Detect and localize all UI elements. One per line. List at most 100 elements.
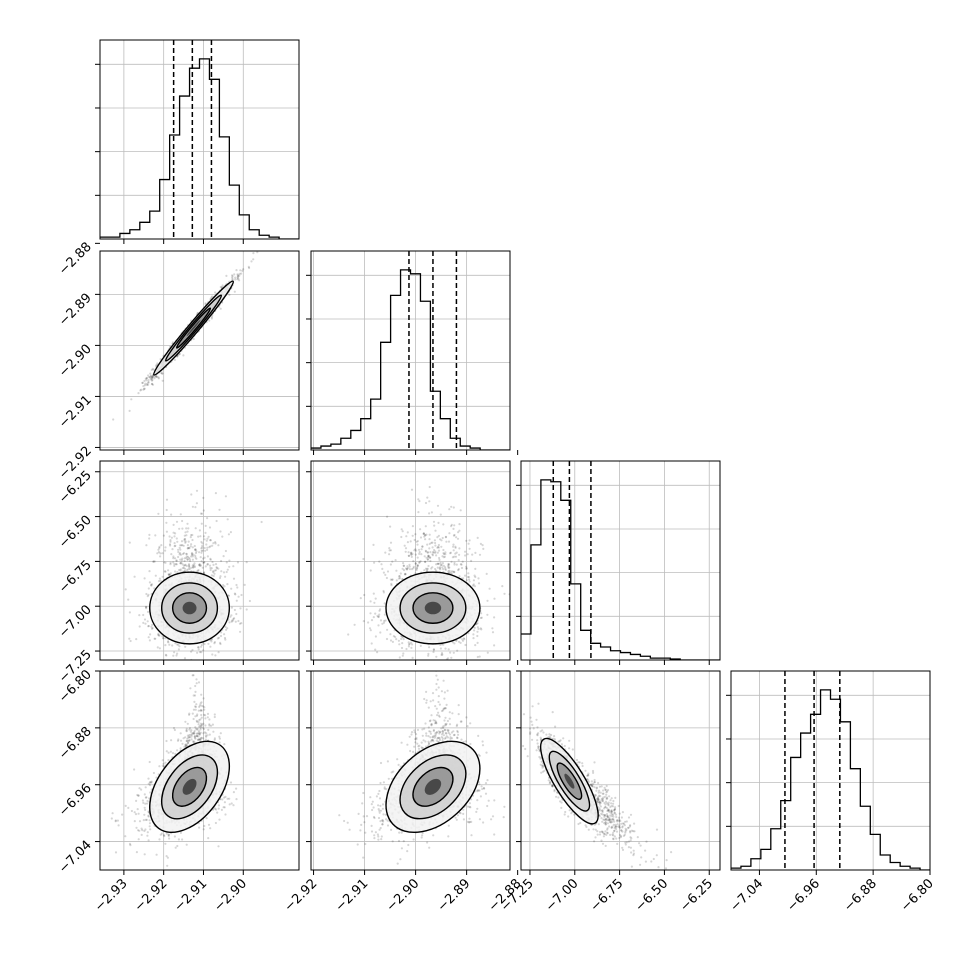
scatter-point — [110, 817, 113, 820]
scatter-point — [186, 569, 189, 572]
scatter-point — [179, 553, 183, 556]
scatter-point — [190, 553, 194, 557]
scatter-point — [430, 541, 433, 545]
scatter-point — [407, 645, 410, 648]
scatter-point — [408, 642, 411, 646]
scatter-point — [400, 528, 403, 531]
scatter-point — [198, 529, 201, 532]
scatter-point — [400, 535, 403, 539]
scatter-point — [212, 542, 215, 545]
scatter-point — [247, 265, 250, 268]
scatter-point — [369, 612, 372, 615]
scatter-point — [150, 383, 154, 386]
scatter-point — [172, 531, 175, 534]
scatter-point — [145, 606, 148, 609]
scatter-point — [418, 552, 421, 556]
scatter-point — [186, 522, 189, 525]
scatter-point — [157, 633, 160, 636]
scatter-point — [240, 593, 243, 597]
scatter-point — [170, 739, 173, 742]
scatter-point — [128, 637, 131, 640]
density-contour — [186, 319, 201, 337]
scatter-point — [184, 567, 187, 570]
scatter-point — [418, 561, 421, 564]
scatter-point — [424, 560, 427, 564]
scatter-point — [148, 533, 151, 537]
scatter-point — [190, 543, 193, 546]
scatter-point — [190, 493, 193, 496]
scatter-point — [185, 553, 188, 556]
scatter-point — [168, 837, 171, 840]
scatter-point — [208, 564, 212, 567]
scatter-point — [147, 625, 150, 628]
scatter-point — [428, 485, 431, 489]
scatter-point — [410, 641, 413, 644]
scatter-point — [148, 537, 151, 540]
scatter-point — [463, 638, 466, 641]
scatter-point — [209, 645, 212, 648]
scatter-point — [201, 542, 204, 545]
scatter-point — [236, 273, 239, 276]
scatter-point — [239, 607, 242, 610]
scatter-point — [147, 383, 150, 386]
scatter-point — [435, 563, 438, 566]
scatter-point — [398, 575, 401, 578]
scatter-point — [151, 367, 154, 370]
scatter-point — [468, 547, 471, 550]
scatter-point — [230, 587, 233, 590]
scatter-point — [439, 643, 442, 647]
scatter-point — [456, 537, 460, 540]
scatter-point — [458, 553, 461, 556]
scatter-point — [180, 540, 184, 543]
scatter-point — [194, 548, 197, 551]
scatter-point — [230, 802, 233, 805]
scatter-point — [200, 522, 203, 525]
scatter-point — [437, 543, 440, 547]
scatter-point — [442, 548, 445, 552]
scatter-point — [170, 536, 173, 539]
scatter-point — [395, 569, 398, 572]
scatter-point — [236, 586, 239, 589]
scatter-point — [440, 563, 443, 567]
scatter-point — [143, 387, 146, 390]
scatter-point — [373, 561, 376, 564]
scatter-point — [415, 540, 418, 543]
scatter-point — [178, 546, 181, 549]
scatter-point — [183, 564, 187, 567]
scatter-point — [459, 641, 462, 645]
scatter-point — [179, 558, 182, 561]
scatter-point — [435, 554, 438, 557]
scatter-point — [438, 556, 441, 560]
scatter-point — [151, 375, 154, 378]
scatter-point — [458, 547, 461, 550]
scatter-point — [411, 525, 414, 528]
scatter-point — [401, 642, 404, 645]
scatter-point — [478, 655, 481, 658]
scatter-point — [478, 553, 482, 556]
histogram-panel-2 — [516, 461, 720, 660]
scatter-point — [410, 646, 413, 650]
scatter-point — [228, 293, 231, 296]
scatter-point — [202, 509, 205, 512]
scatter-point — [214, 569, 217, 572]
scatter-point — [410, 551, 413, 555]
scatter-point — [394, 559, 397, 562]
scatter-point — [398, 575, 401, 578]
scatter-point — [141, 381, 144, 384]
scatter-point — [376, 614, 379, 618]
scatter-point — [203, 556, 206, 559]
scatter-point — [211, 560, 214, 564]
scatter-point — [394, 635, 397, 639]
scatter-point — [242, 268, 245, 271]
scatter-point — [474, 551, 477, 555]
scatter-point — [401, 567, 404, 570]
scatter-point — [194, 506, 197, 509]
scatter-point — [454, 552, 457, 555]
scatter-point — [213, 738, 216, 741]
scatter-point — [419, 536, 423, 539]
scatter-point — [236, 275, 239, 278]
scatter-point — [234, 593, 237, 596]
scatter-point — [439, 561, 442, 565]
scatter-point — [148, 825, 151, 828]
scatter-point — [159, 579, 162, 582]
